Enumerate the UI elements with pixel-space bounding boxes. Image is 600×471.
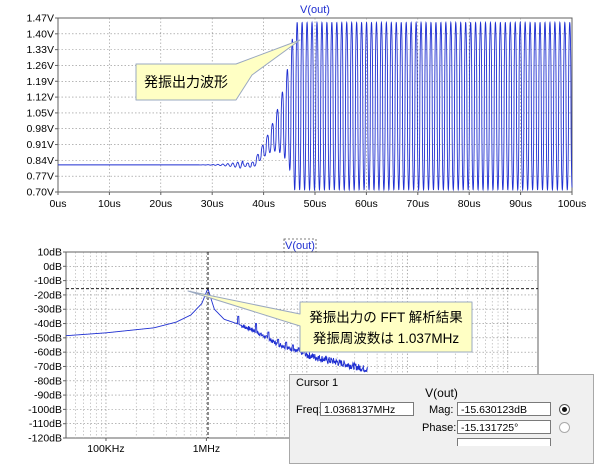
waveform-callout-text: 発振出力波形: [144, 74, 228, 90]
fft-callout-line1: 発振出力の FFT 解析結果: [309, 310, 463, 325]
fft-y-tick-label: -30dB: [34, 304, 62, 316]
fft-y-tick-label: 0dB: [43, 261, 62, 273]
transient-x-tick-label: 40us: [252, 198, 275, 210]
fft-y-tick-label: -60dB: [34, 347, 62, 359]
transient-x-tick-label: 70us: [406, 198, 429, 210]
fft-y-tick-label: -40dB: [34, 318, 62, 330]
cursor-panel[interactable]: Cursor 1 V(out) Freq: 1.0368137MHz Mag: …: [289, 374, 594, 464]
transient-plot[interactable]: 0.70V 0.77V 0.84V 0.91V 0.98V 1.05V 1.12V 1.19V…: [27, 4, 587, 210]
transient-x-axis: 0us 10us 20us 30us 40us 50us 60us 70us 80us 90us 1…: [50, 192, 587, 210]
transient-x-tick-label: 90us: [509, 198, 532, 210]
transient-x-tick-label: 80us: [458, 198, 481, 210]
fft-callout-line2: 発振周波数は 1.037MHz: [313, 331, 460, 346]
fft-x-tick-label: 100KHz: [87, 443, 124, 455]
transient-y-tick-label: 1.26V: [27, 60, 54, 72]
fft-callout-bubble: [187, 290, 473, 353]
fft-y-tick-label: -120dB: [28, 433, 62, 445]
cursor-panel-trace: V(out): [425, 386, 458, 400]
waveform-callout: 発振出力波形: [135, 39, 301, 101]
phase-label: Phase:: [422, 422, 457, 434]
phase-radio[interactable]: [559, 422, 570, 433]
transient-x-tick-label: 60us: [355, 198, 378, 210]
mag-label: Mag:: [429, 404, 454, 416]
mag-field[interactable]: -15.630123dB: [457, 402, 551, 416]
transient-y-axis: 0.70V 0.77V 0.84V 0.91V 0.98V 1.05V 1.12V 1.19V…: [27, 13, 58, 199]
phase-field[interactable]: -15.131725°: [457, 420, 551, 434]
fft-y-axis: 10dB 0dB -10dB -20dB -30dB -40dB -50dB -60dB -70…: [28, 247, 66, 445]
transient-x-tick-label: 50us: [304, 198, 327, 210]
transient-y-tick-label: 1.19V: [27, 76, 54, 88]
transient-y-tick-label: 1.12V: [27, 92, 54, 104]
fft-trace-label-box[interactable]: [283, 238, 317, 253]
mag-radio[interactable]: [559, 404, 570, 415]
transient-y-tick-label: 1.47V: [27, 13, 54, 25]
transient-trace-label[interactable]: V(out): [300, 4, 330, 16]
transient-y-tick-label: 0.77V: [27, 171, 54, 183]
transient-y-tick-label: 1.40V: [27, 28, 54, 40]
fft-y-tick-label: -80dB: [34, 375, 62, 387]
fft-y-tick-label: -100dB: [28, 404, 62, 416]
transient-y-tick-label: 0.70V: [27, 187, 54, 199]
transient-y-tick-label: 0.84V: [27, 155, 54, 167]
transient-x-tick-label: 30us: [201, 198, 224, 210]
fft-y-tick-label: -90dB: [34, 390, 62, 402]
fft-y-tick-label: 10dB: [37, 247, 62, 259]
fft-y-tick-label: -70dB: [34, 361, 62, 373]
waveform-callout-bubble: [135, 39, 301, 101]
freq-field[interactable]: 1.0368137MHz: [320, 402, 414, 416]
transient-vout-trace: [58, 20, 573, 192]
fft-x-tick-label: 1MHz: [193, 443, 220, 455]
fft-y-tick-label: -20dB: [34, 289, 62, 301]
transient-y-tick-label: 0.91V: [27, 139, 54, 151]
fft-y-tick-label: -50dB: [34, 332, 62, 344]
transient-y-tick-label: 1.05V: [27, 107, 54, 119]
transient-x-tick-label: 100us: [558, 198, 587, 210]
transient-x-tick-label: 0us: [50, 198, 67, 210]
group-delay-field[interactable]: [457, 438, 551, 446]
fft-cursor[interactable]: [66, 252, 538, 438]
fft-vout-trace: [65, 287, 368, 373]
transient-y-tick-label: 0.98V: [27, 123, 54, 135]
fft-y-tick-label: -10dB: [34, 275, 62, 287]
fft-callout: 発振出力の FFT 解析結果 発振周波数は 1.037MHz: [187, 290, 473, 353]
transient-y-tick-label: 1.33V: [27, 44, 54, 56]
cursor-panel-title: Cursor 1: [296, 377, 339, 389]
freq-label: Freq:: [296, 404, 322, 416]
transient-x-tick-label: 20us: [149, 198, 172, 210]
fft-y-tick-label: -110dB: [29, 418, 62, 430]
fft-trace-label[interactable]: V(out): [285, 240, 315, 252]
transient-x-tick-label: 10us: [98, 198, 121, 210]
